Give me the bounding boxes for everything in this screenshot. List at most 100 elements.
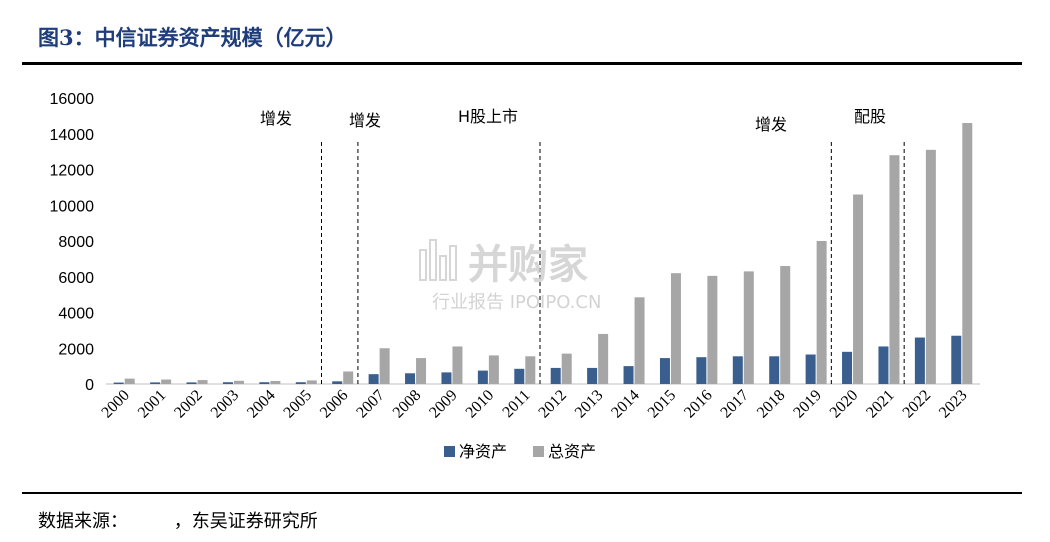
net-assets-bar [696,357,707,384]
x-tick-label: 2014 [608,387,643,422]
y-tick-label: 6000 [58,270,94,287]
top-rule [22,62,1022,65]
net-assets-bar [659,358,670,384]
x-tick-label: 2012 [535,387,570,422]
legend-swatch [533,446,544,457]
x-tick-label: 2017 [717,387,752,422]
y-tick-label: 12000 [50,163,95,180]
total-assets-bar [197,380,208,384]
x-tick-label: 2021 [863,387,898,422]
legend-label: 净资产 [459,442,507,461]
total-assets-bar [962,123,973,385]
y-tick-label: 16000 [50,91,95,108]
net-assets-bar [550,367,561,384]
net-assets-bar [769,356,780,384]
y-tick-label: 14000 [50,127,95,144]
x-tick-label: 2022 [900,387,935,422]
total-assets-bar [561,353,572,384]
total-assets-bar [634,297,645,384]
total-assets-bar [707,275,718,384]
total-assets-bar [379,348,390,384]
net-assets-bar [259,382,270,384]
x-tick-label: 2018 [754,387,789,422]
total-assets-bar [416,358,427,384]
x-tick-label: 2013 [572,387,607,422]
total-assets-bar [780,266,791,384]
y-axis: 0 2000 4000 6000 8000 10000 12000 14000 16000 [50,91,95,394]
net-assets-bar [514,368,525,384]
x-axis: 2000 2001 2002 2003 2004 2005 2006 2007 2008 2009… [98,383,980,422]
x-tick-label: 2015 [645,387,680,422]
net-assets-bar [186,382,197,384]
x-tick-label: 2001 [135,387,170,422]
x-tick-label: 2023 [936,387,971,422]
net-assets-bar [951,335,962,384]
net-assets-bar [405,373,416,384]
event-label: 增发 [260,109,292,128]
net-assets-bar [477,370,488,384]
total-assets-bar [816,241,827,384]
net-assets-bar [113,382,124,384]
net-assets-bar [623,366,634,384]
total-assets-bar [161,379,172,384]
total-assets-bar [270,380,281,384]
net-assets-bar [222,382,233,384]
y-tick-label: 2000 [58,341,94,358]
x-tick-label: 2019 [790,387,825,422]
x-tick-label: 2020 [827,387,862,422]
legend-swatch [444,446,455,457]
net-assets-bar [842,351,853,384]
y-tick-label: 10000 [50,198,95,215]
total-assets-bar [525,356,536,384]
x-tick-label: 2005 [280,387,315,422]
x-tick-label: 2009 [426,387,461,422]
x-tick-label: 2000 [98,387,133,422]
source-note: 数据来源： ，东吴证券研究所 [38,511,318,532]
x-tick-label: 2010 [463,387,498,422]
net-assets-bar [332,381,343,384]
legend: 净资产 总资产 [444,442,596,461]
x-tick-label: 2004 [244,387,279,422]
total-assets-bar [925,149,936,384]
net-assets-bar [732,356,743,384]
x-tick-label: 2016 [681,387,716,422]
total-assets-bar [124,378,135,384]
event-label: 增发 [755,115,787,134]
event-label: H股上市 [458,107,518,126]
total-assets-bar [598,333,609,384]
event-label: 配股 [854,107,886,126]
bottom-rule [22,492,1022,494]
net-assets-bar [878,346,889,384]
total-assets-bar [452,346,463,384]
net-assets-bar [805,354,816,384]
net-assets-bar [295,382,306,384]
chart-title: 图3：中信证券资产规模（亿元） [38,25,347,50]
bars [113,123,973,385]
net-assets-bar [368,374,379,384]
x-tick-label: 2006 [317,387,352,422]
x-tick-label: 2011 [499,387,533,421]
total-assets-bar [306,380,317,384]
y-tick-label: 8000 [58,234,94,251]
total-assets-bar [488,355,499,384]
net-assets-bar [441,372,452,384]
total-assets-bar [233,380,244,384]
total-assets-bar [670,273,681,384]
x-tick-label: 2007 [353,387,388,422]
event-label: 增发 [349,111,381,130]
net-assets-bar [914,337,925,384]
x-tick-label: 2002 [171,387,206,422]
y-tick-label: 0 [85,377,94,394]
total-assets-bar [743,271,754,384]
y-tick-label: 4000 [58,306,94,323]
legend-label: 总资产 [548,442,596,461]
total-assets-bar [343,371,354,384]
x-tick-label: 2008 [390,387,425,422]
total-assets-bar [853,194,864,384]
net-assets-bar [587,367,598,384]
net-assets-bar [150,382,161,384]
total-assets-bar [889,155,900,384]
event-lines: 增发 增发 H股上市 增发 配股 [260,107,905,384]
x-tick-label: 2003 [208,387,243,422]
